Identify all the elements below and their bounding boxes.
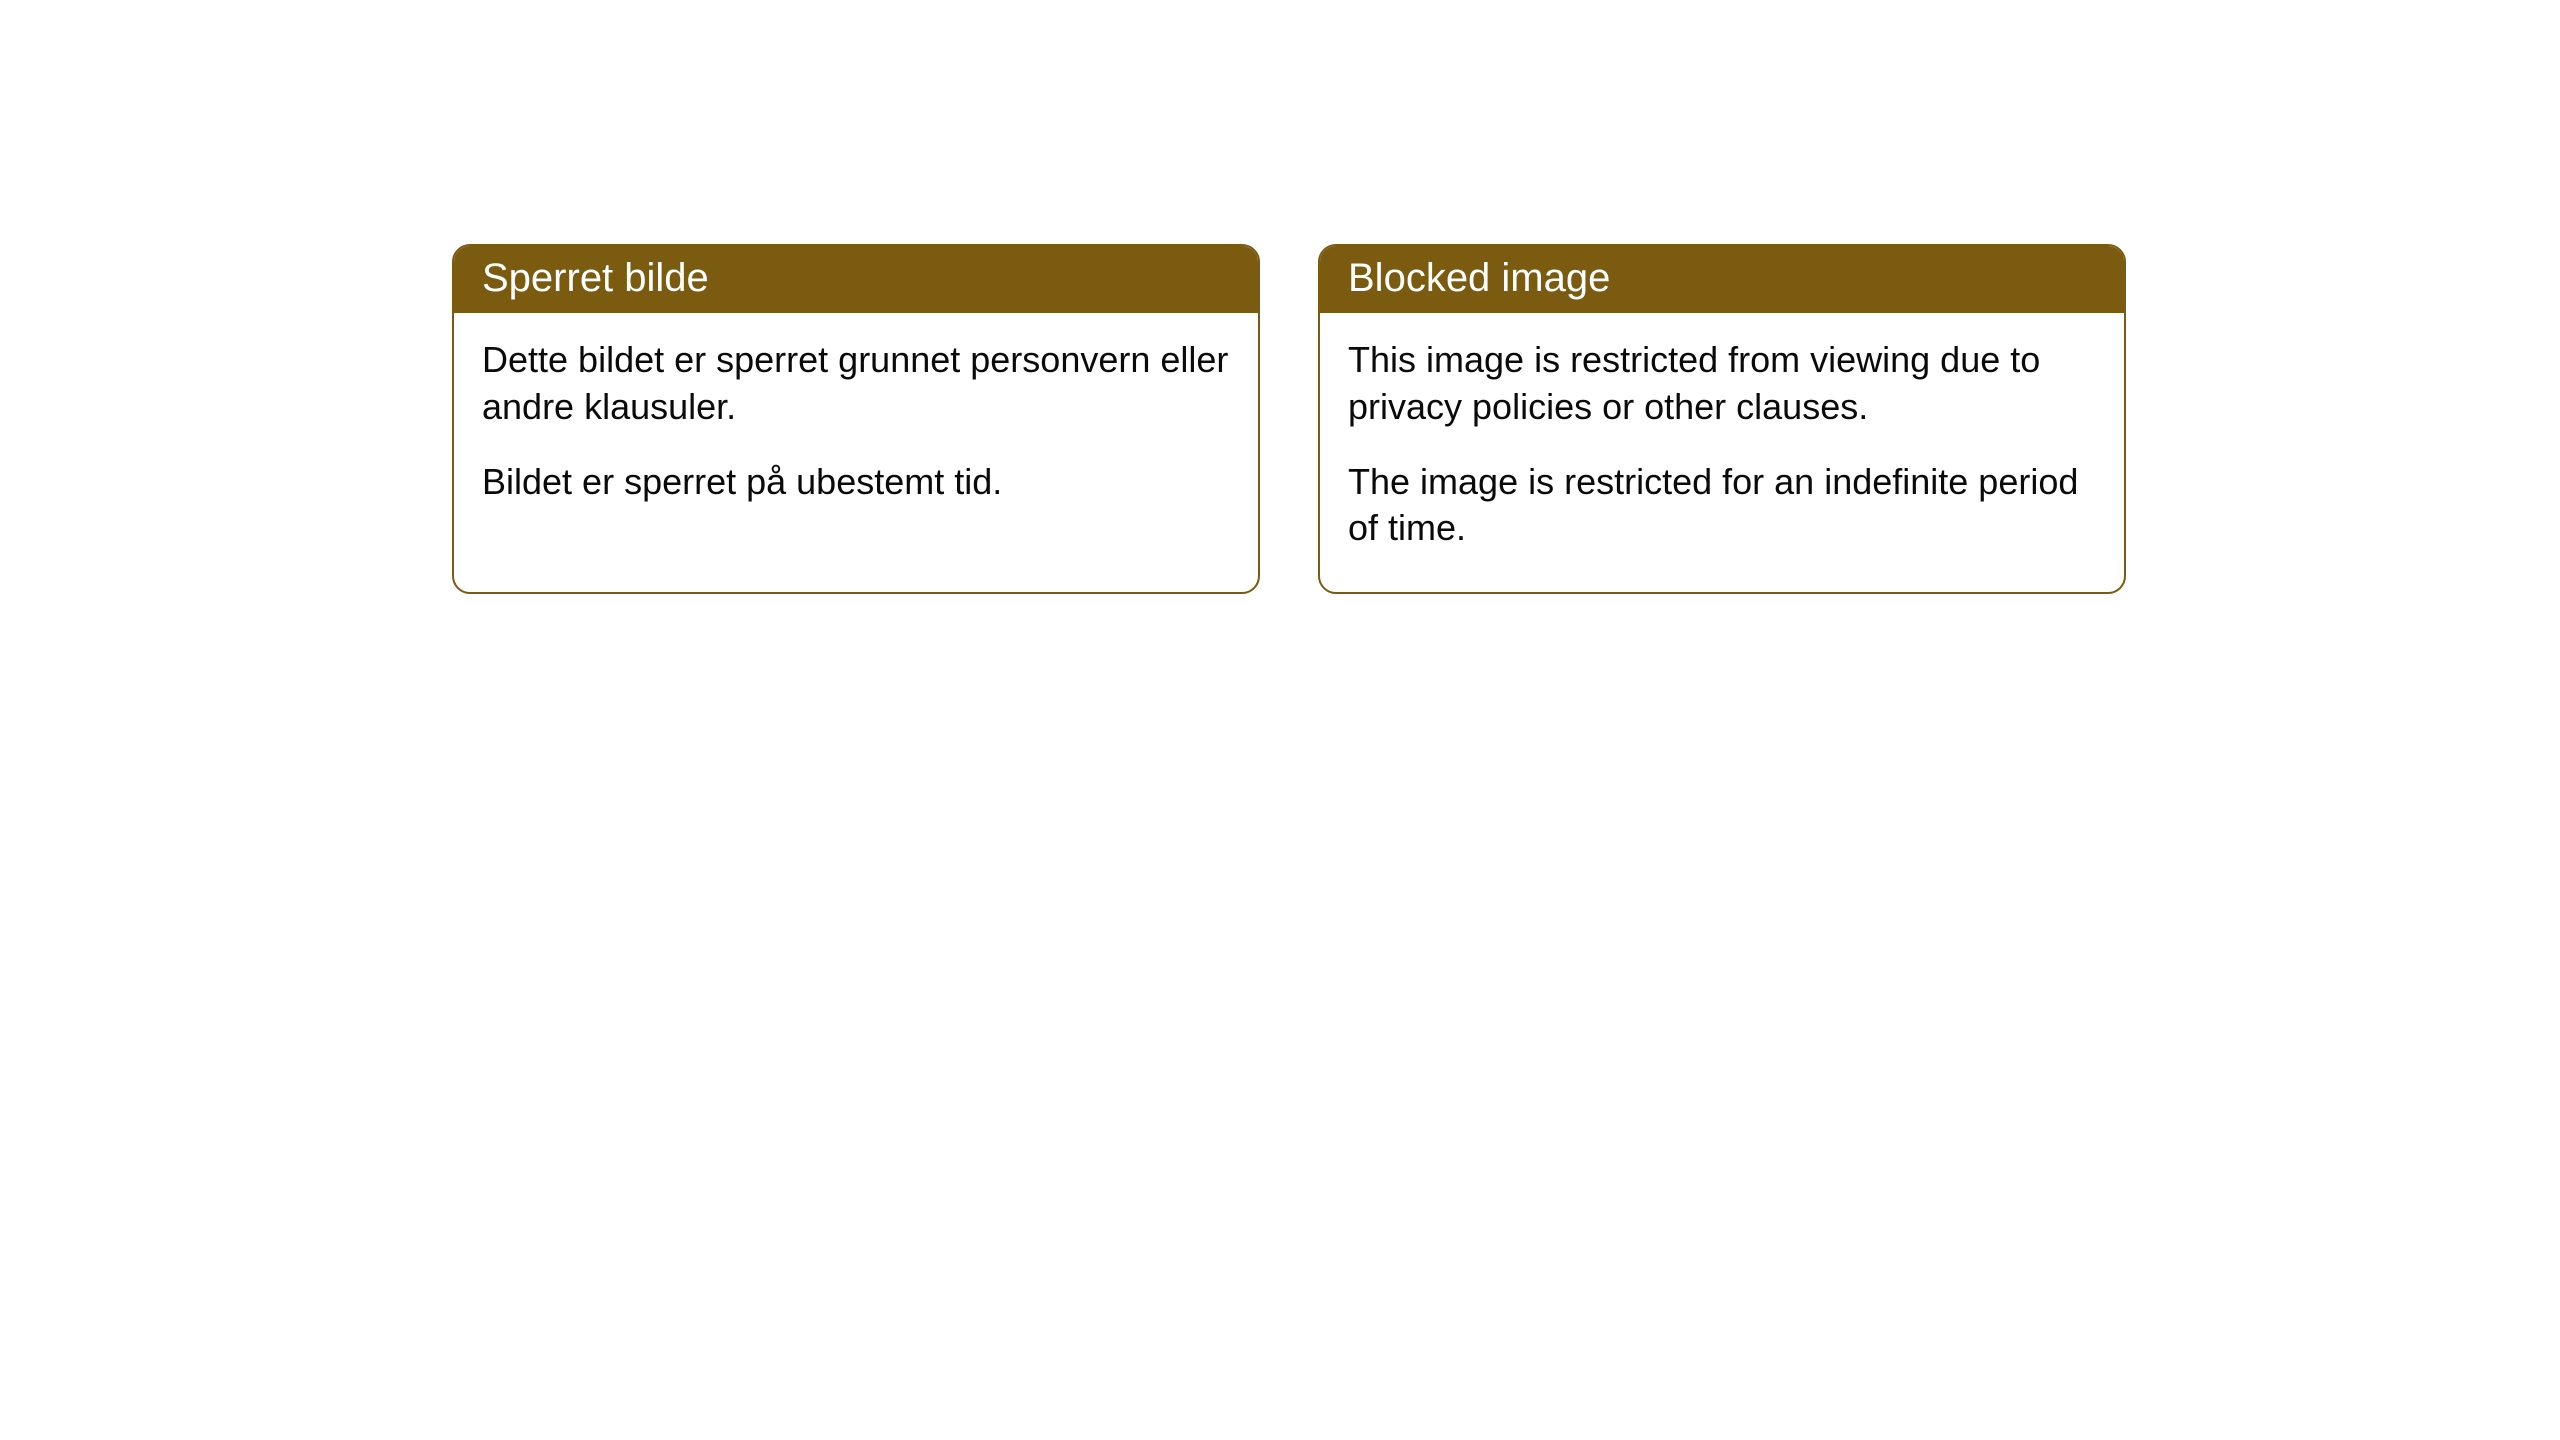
card-text-para1: Dette bildet er sperret grunnet personve… [482, 337, 1230, 431]
info-cards-container: Sperret bilde Dette bildet er sperret gr… [452, 244, 2126, 594]
info-card-english: Blocked image This image is restricted f… [1318, 244, 2126, 594]
card-text-para1: This image is restricted from viewing du… [1348, 337, 2096, 431]
card-text-para2: Bildet er sperret på ubestemt tid. [482, 459, 1230, 506]
card-header-norwegian: Sperret bilde [454, 246, 1258, 313]
card-header-english: Blocked image [1320, 246, 2124, 313]
card-text-para2: The image is restricted for an indefinit… [1348, 459, 2096, 553]
card-body-norwegian: Dette bildet er sperret grunnet personve… [454, 313, 1258, 545]
info-card-norwegian: Sperret bilde Dette bildet er sperret gr… [452, 244, 1260, 594]
card-body-english: This image is restricted from viewing du… [1320, 313, 2124, 592]
